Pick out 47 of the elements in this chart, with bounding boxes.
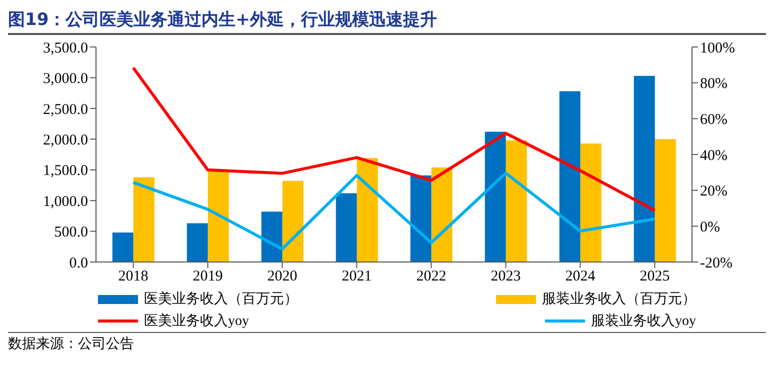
y-tick-label: 500.0 [54, 224, 88, 241]
bar [654, 139, 676, 262]
bar [282, 180, 304, 262]
bar [559, 91, 580, 262]
y-tick-label: 0.0 [69, 255, 88, 272]
bar [580, 143, 602, 262]
y-tick-label: 1,500.0 [43, 163, 88, 180]
legend-label: 医美业务收入yoy [144, 312, 249, 330]
bar [634, 76, 655, 262]
y2-tick-label: 80% [700, 76, 728, 92]
y-tick-label: 2,500.0 [43, 102, 88, 118]
x-tick-label: 2024 [565, 268, 596, 285]
y2-tick-label: 20% [700, 184, 728, 200]
y-tick-label: 1,000.0 [43, 194, 88, 210]
legend-label: 服装业务收入（百万元） [542, 290, 696, 308]
bar [208, 169, 229, 262]
line-series [132, 172, 656, 250]
bar [261, 212, 282, 262]
legend-label: 服装业务收入yoy [591, 312, 696, 330]
bar [112, 232, 134, 262]
bar [484, 132, 506, 262]
y2-tick-label: 100% [700, 40, 735, 56]
source-note: 数据来源：公司公告 [8, 332, 766, 353]
x-tick-label: 2021 [342, 268, 372, 285]
x-tick-label: 2020 [267, 268, 298, 285]
y2-tick-label: -20% [700, 255, 732, 272]
bar [506, 140, 527, 262]
x-tick-label: 2019 [192, 268, 223, 285]
x-tick-label: 2018 [118, 268, 148, 285]
bar [431, 167, 452, 262]
bar [356, 158, 378, 262]
x-tick-label: 2022 [416, 268, 446, 285]
x-tick-label: 2023 [490, 268, 521, 285]
bar [133, 177, 154, 262]
chart-title: 图19：公司医美业务通过内生+外延，行业规模迅速提升 [8, 8, 766, 35]
x-tick-label: 2025 [640, 268, 670, 285]
legend-label: 医美业务收入（百万元） [144, 290, 298, 308]
bar [336, 193, 357, 262]
y2-tick-label: 60% [700, 112, 728, 128]
bar [186, 223, 208, 262]
y2-tick-label: 0% [700, 219, 720, 236]
y-tick-label: 3,500.0 [43, 40, 88, 56]
line-series [132, 66, 656, 212]
bar [410, 175, 432, 262]
y2-tick-label: 40% [700, 148, 728, 164]
y-tick-label: 2,000.0 [43, 132, 88, 148]
y-tick-label: 3,000.0 [43, 71, 88, 88]
